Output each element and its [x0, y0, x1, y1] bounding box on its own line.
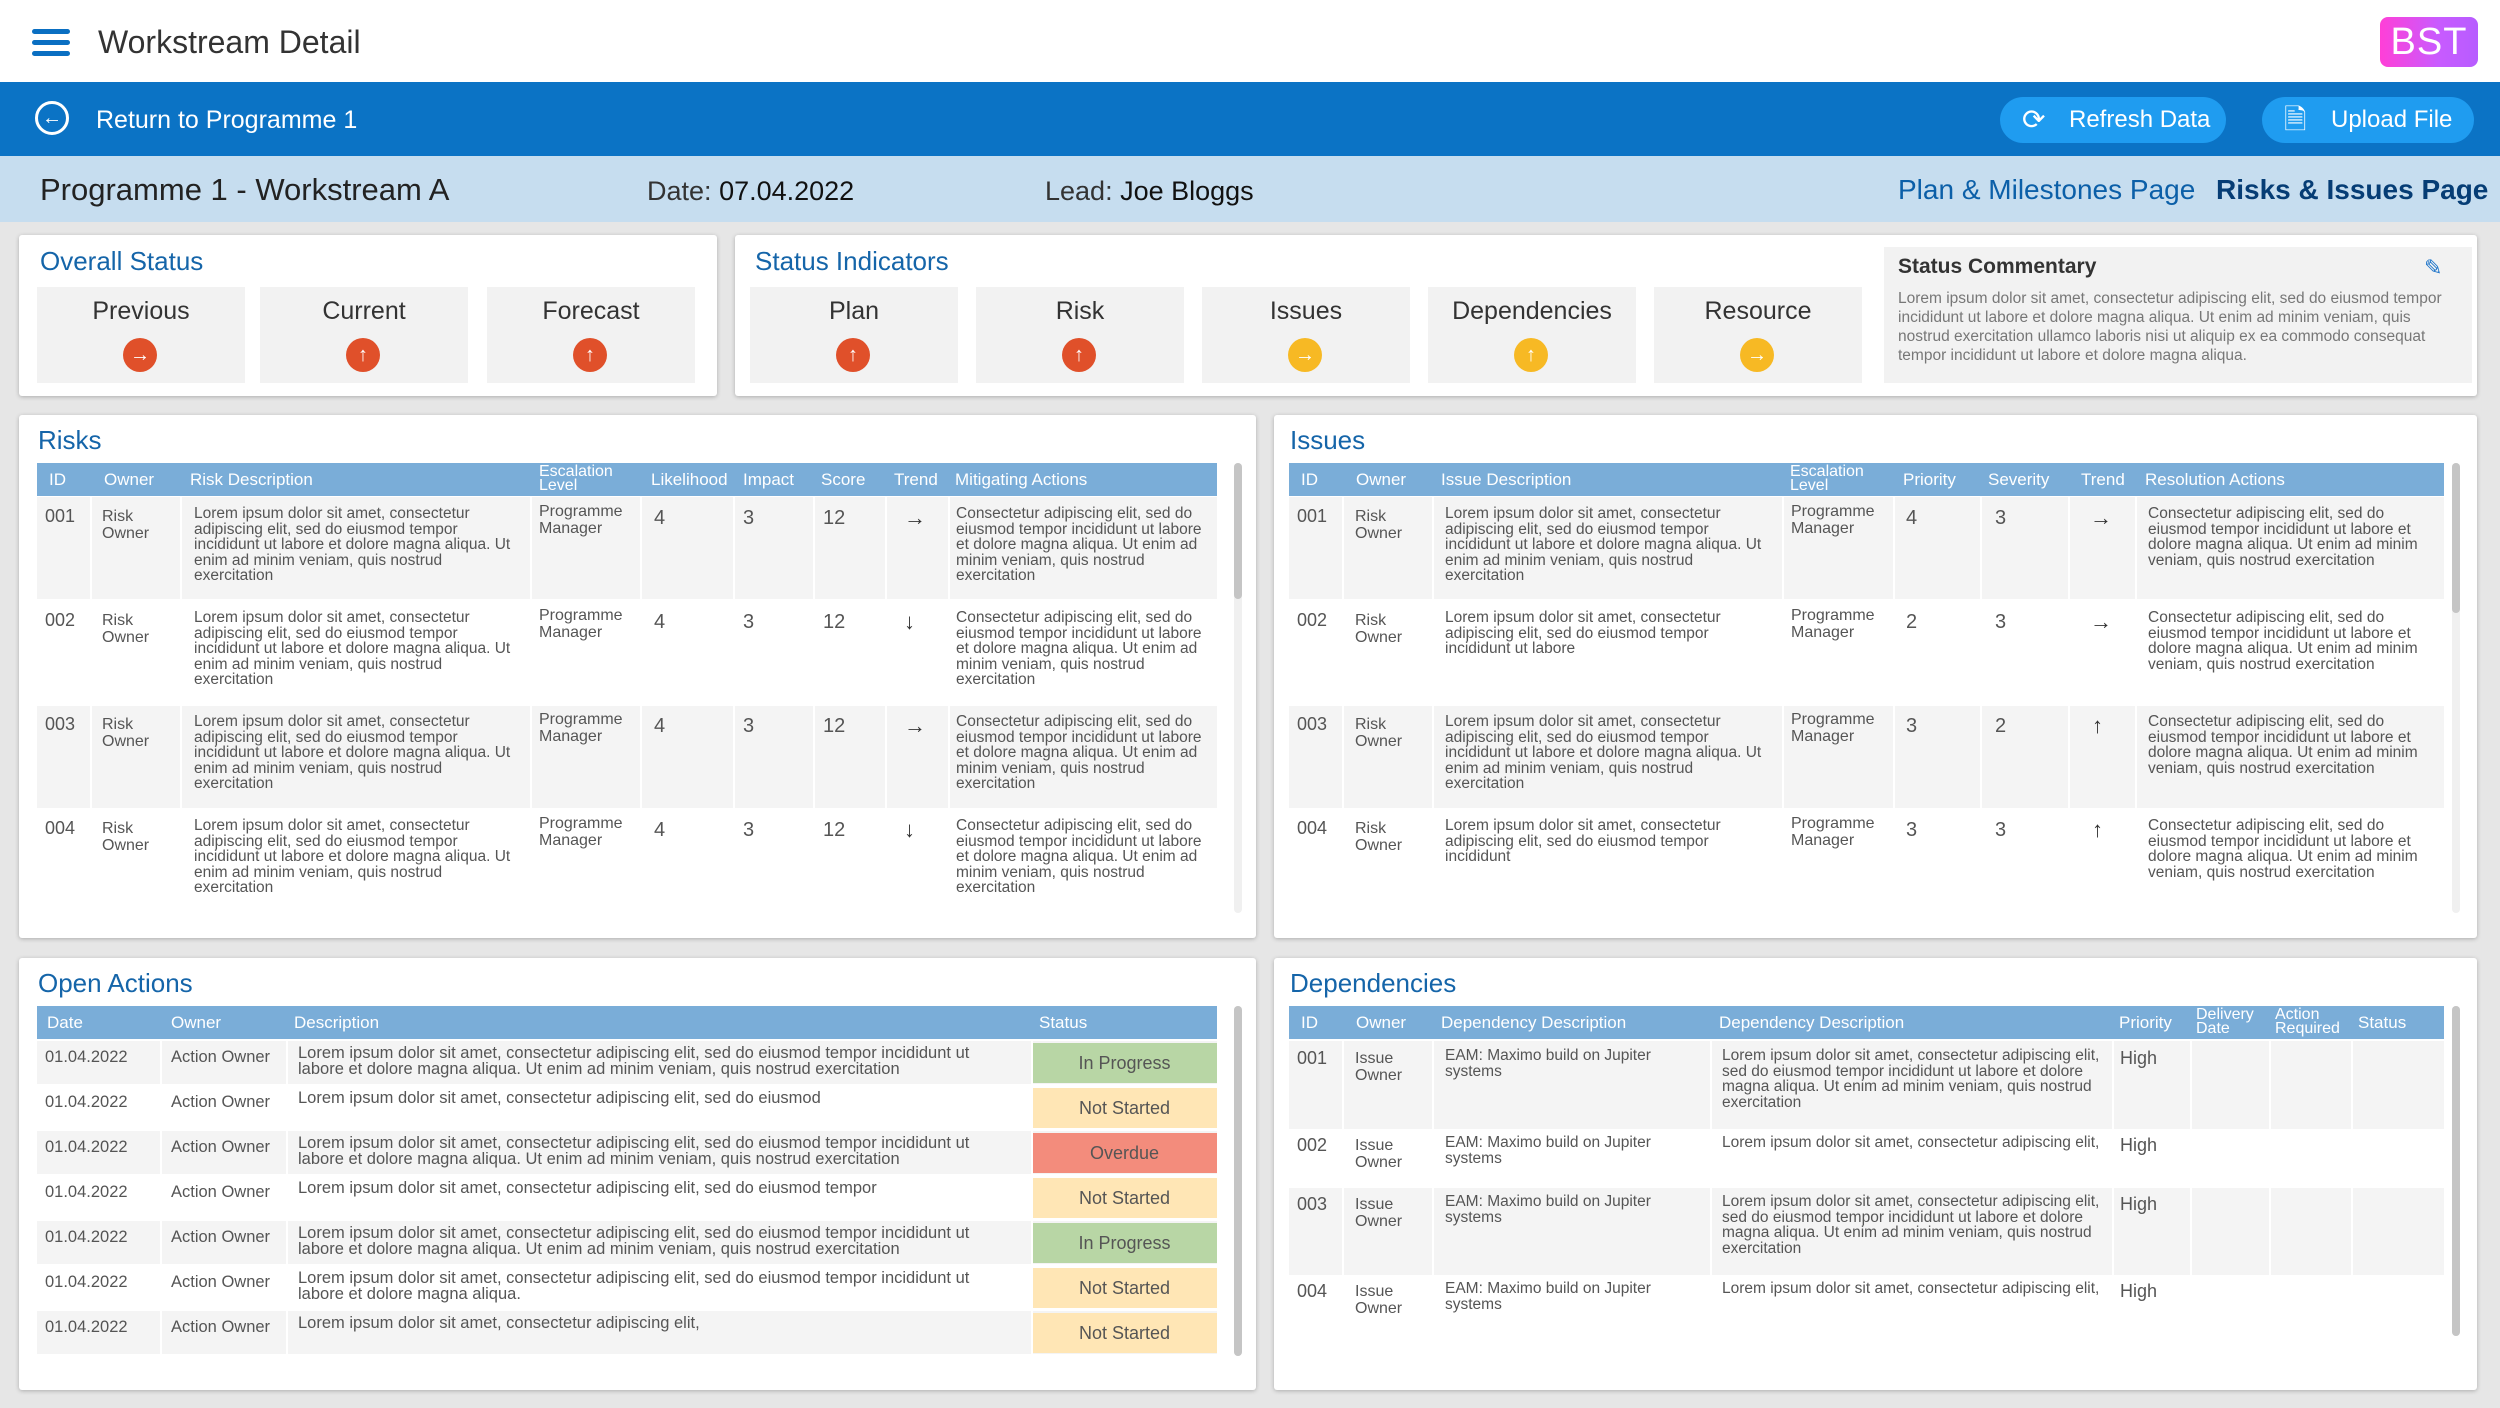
list-item[interactable]: 01.04.2022 Action Owner Lorem ipsum dolo…	[37, 1311, 1217, 1354]
list-item[interactable]: 01.04.2022 Action Owner Lorem ipsum dolo…	[37, 1221, 1217, 1264]
upload-file-button[interactable]: 🗎 Upload File	[2262, 97, 2474, 143]
dependencies-table-header: ID Owner Dependency Description Dependen…	[1289, 1006, 2444, 1039]
arrow-up-icon: ↑	[346, 338, 380, 372]
trend-up-icon: ↑	[2092, 817, 2103, 842]
back-arrow-icon[interactable]: ←	[35, 101, 69, 135]
commentary-title: Status Commentary	[1898, 255, 2097, 278]
dependencies-scrollbar[interactable]	[2452, 1006, 2460, 1336]
list-item[interactable]: 01.04.2022 Action Owner Lorem ipsum dolo…	[37, 1086, 1217, 1129]
overall-status-title: Overall Status	[40, 246, 204, 276]
trend-right-icon: →	[904, 713, 926, 738]
table-row[interactable]	[1289, 706, 2444, 808]
lead-field: Lead: Joe Bloggs	[1045, 176, 1254, 206]
trend-right-icon: →	[904, 505, 926, 530]
status-badge: Not Started	[1032, 1088, 1217, 1128]
indicator-tile-plan: Plan ↑	[750, 287, 958, 383]
status-indicators-title: Status Indicators	[755, 246, 949, 276]
actions-table-header: Date Owner Description Status	[37, 1006, 1217, 1039]
refresh-icon: ⟳	[2022, 104, 2046, 135]
arrow-up-icon: ↑	[573, 338, 607, 372]
logo: BST	[2380, 17, 2478, 67]
dependencies-title: Dependencies	[1290, 968, 1457, 998]
status-badge: Overdue	[1032, 1133, 1217, 1173]
indicator-tile-resource: Resource →	[1654, 287, 1862, 383]
status-badge: Not Started	[1032, 1313, 1217, 1353]
open-actions-title: Open Actions	[38, 968, 193, 998]
trend-down-icon: ↓	[904, 817, 915, 842]
commentary-text: Lorem ipsum dolor sit amet, consectetur …	[1898, 290, 2442, 364]
refresh-data-button[interactable]: ⟳ Refresh Data	[2000, 97, 2226, 143]
status-commentary: Status Commentary ✎ Lorem ipsum dolor si…	[1884, 247, 2472, 383]
list-item[interactable]: 01.04.2022 Action Owner Lorem ipsum dolo…	[37, 1131, 1217, 1174]
overall-tile-current: Current ↑	[260, 287, 468, 383]
page-title: Programme 1 - Workstream A	[40, 172, 450, 207]
risks-title: Risks	[38, 425, 102, 455]
status-badge: In Progress	[1032, 1043, 1217, 1083]
issues-scrollbar[interactable]	[2452, 463, 2460, 913]
table-row[interactable]	[1289, 497, 2444, 599]
status-badge: In Progress	[1032, 1223, 1217, 1263]
table-row[interactable]	[1289, 1188, 2444, 1275]
upload-file-icon: 🗎	[2284, 104, 2307, 135]
trend-down-icon: ↓	[904, 609, 915, 634]
indicator-tile-risk: Risk ↑	[976, 287, 1184, 383]
arrow-up-icon: ↑	[836, 338, 870, 372]
trend-right-icon: →	[2090, 609, 2112, 634]
table-row[interactable]	[37, 706, 1217, 808]
overall-tile-forecast: Forecast ↑	[487, 287, 695, 383]
trend-right-icon: →	[2090, 505, 2112, 530]
hamburger-icon[interactable]	[32, 29, 70, 57]
sub-header	[0, 156, 2500, 222]
trend-up-icon: ↑	[2092, 713, 2103, 738]
actions-scrollbar[interactable]	[1234, 1006, 1242, 1356]
indicator-tile-issues: Issues →	[1202, 287, 1410, 383]
issues-table-header: ID Owner Issue Description Escalation Lev…	[1289, 463, 2444, 496]
list-item[interactable]: 01.04.2022 Action Owner Lorem ipsum dolo…	[37, 1041, 1217, 1084]
risks-issues-link[interactable]: Risks & Issues Page	[2216, 174, 2489, 205]
plan-milestones-link[interactable]: Plan & Milestones Page	[1898, 174, 2196, 205]
arrow-up-icon: ↑	[1514, 338, 1548, 372]
status-badge: Not Started	[1032, 1268, 1217, 1308]
pencil-icon[interactable]: ✎	[2424, 255, 2443, 280]
issues-title: Issues	[1290, 425, 1366, 455]
arrow-up-icon: ↑	[1062, 338, 1096, 372]
arrow-right-icon: →	[1288, 338, 1322, 372]
list-item[interactable]: 01.04.2022 Action Owner Lorem ipsum dolo…	[37, 1266, 1217, 1309]
app-title: Workstream Detail	[98, 24, 361, 60]
top-bar	[0, 0, 2500, 82]
list-item[interactable]: 01.04.2022 Action Owner Lorem ipsum dolo…	[37, 1176, 1217, 1219]
table-row[interactable]	[37, 497, 1217, 599]
arrow-right-icon: →	[1740, 338, 1774, 372]
status-badge: Not Started	[1032, 1178, 1217, 1218]
indicator-tile-dependencies: Dependencies ↑	[1428, 287, 1636, 383]
overall-tile-previous: Previous →	[37, 287, 245, 383]
risks-table-header: ID Owner Risk Description Escalation Leve…	[37, 463, 1217, 496]
risks-scrollbar[interactable]	[1234, 463, 1242, 913]
table-row[interactable]	[1289, 1041, 2444, 1129]
date-field: Date: 07.04.2022	[647, 176, 855, 206]
return-link[interactable]: Return to Programme 1	[96, 106, 358, 134]
arrow-right-icon: →	[123, 338, 157, 372]
